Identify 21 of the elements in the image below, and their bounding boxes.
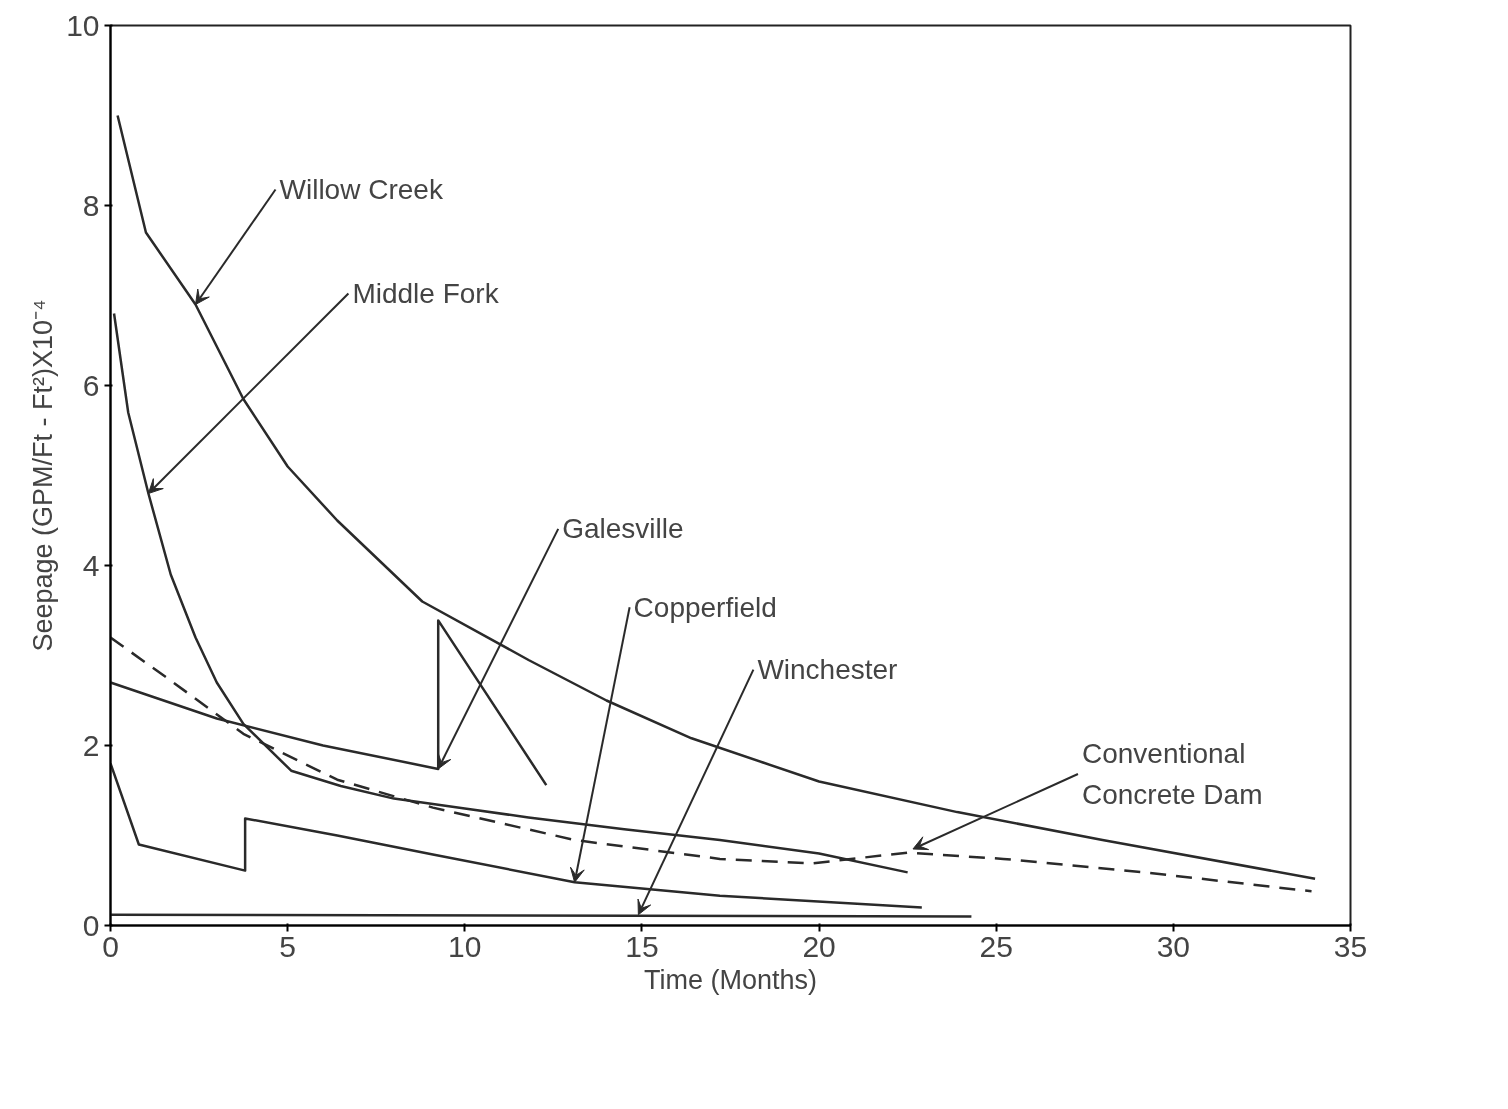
y-tick-label: 10 [66,8,100,42]
annotation: Conventional Concrete Dam [1081,738,1263,810]
annotation: Winchester [757,654,898,686]
x-tick-label: 35 [1333,929,1368,963]
annotation: Copperfield [633,591,777,623]
x-tick-label: 5 [279,929,296,963]
x-axis-title: Time (Months) [643,964,818,995]
annotation: Willow Creek [279,174,444,205]
y-tick-label: 2 [82,728,100,762]
y-axis-title: Seepage (GPM/Ft - Ft²)X10⁻⁴ [28,299,59,652]
y-tick-label: 4 [82,548,100,582]
x-tick-label: 20 [802,929,836,963]
annotation: Middle Fork [352,278,500,309]
annotation: Galesville [562,513,684,545]
y-tick-label: 8 [82,188,100,222]
x-tick-label: 25 [979,929,1013,963]
y-tick-label: 0 [82,908,100,942]
x-tick-label: 15 [625,929,659,963]
y-tick-label: 6 [82,368,100,402]
x-tick-label: 10 [448,929,482,963]
x-tick-label: 30 [1156,929,1191,963]
